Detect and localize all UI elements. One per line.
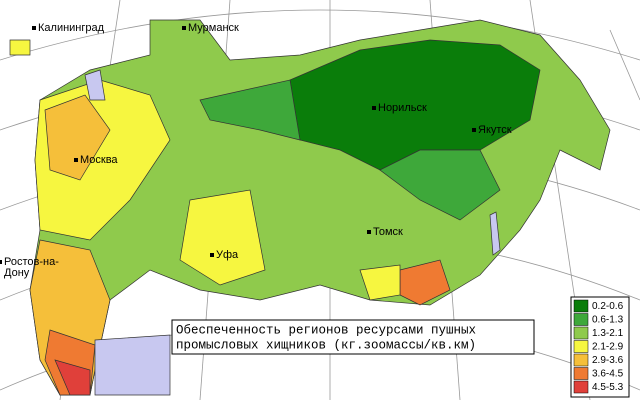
city-marker: [210, 253, 214, 257]
city-marker: [472, 128, 476, 132]
legend-label: 0.2-0.6: [592, 301, 624, 312]
city-label: Ростов-на-: [4, 256, 59, 268]
title-line: Обеспеченность регионов ресурсами пушных: [176, 323, 476, 337]
legend-swatch: [573, 353, 589, 367]
legend-label: 4.5-5.3: [592, 382, 624, 393]
city-label: Норильск: [378, 102, 427, 114]
legend-label: 2.1-2.9: [592, 342, 624, 353]
legend-swatch: [573, 299, 589, 313]
city-label: Томск: [373, 226, 403, 238]
legend: 0.2-0.6 0.6-1.3 1.3-2.1 2.1-2.9 2.9-3.6 3.6-4…: [573, 299, 624, 394]
city-label: Москва: [80, 154, 118, 166]
map-title: Обеспеченность регионов ресурсами пушных…: [176, 323, 476, 352]
legend-swatch: [573, 313, 589, 326]
city-marker: [0, 260, 2, 264]
legend-swatch: [573, 326, 589, 340]
legend-swatch: [573, 340, 589, 353]
city-label: Якутск: [478, 124, 512, 136]
city-marker: [367, 230, 371, 234]
title-line: промысловых хищников (кг.зоомассы/кв.км): [176, 338, 476, 352]
legend-swatch: [573, 367, 589, 380]
legend-label: 3.6-4.5: [592, 369, 624, 380]
city-marker: [74, 158, 78, 162]
city-marker: [182, 26, 186, 30]
city-label: Калининград: [38, 22, 105, 34]
city-marker: [32, 26, 36, 30]
legend-label: 0.6-1.3: [592, 315, 624, 326]
title-box: [171, 319, 535, 355]
territory: [9, 19, 611, 396]
city-label: Дону: [4, 267, 30, 279]
city-labels: Калининград Мурманск Москва Норильск Якутск Т…: [0, 22, 512, 279]
legend-label: 1.3-2.1: [592, 328, 624, 339]
legend-swatch: [573, 380, 589, 394]
city-label: Уфа: [216, 249, 239, 261]
city-label: Мурманск: [188, 22, 239, 34]
city-marker: [372, 106, 376, 110]
legend-label: 2.9-3.6: [592, 355, 624, 366]
